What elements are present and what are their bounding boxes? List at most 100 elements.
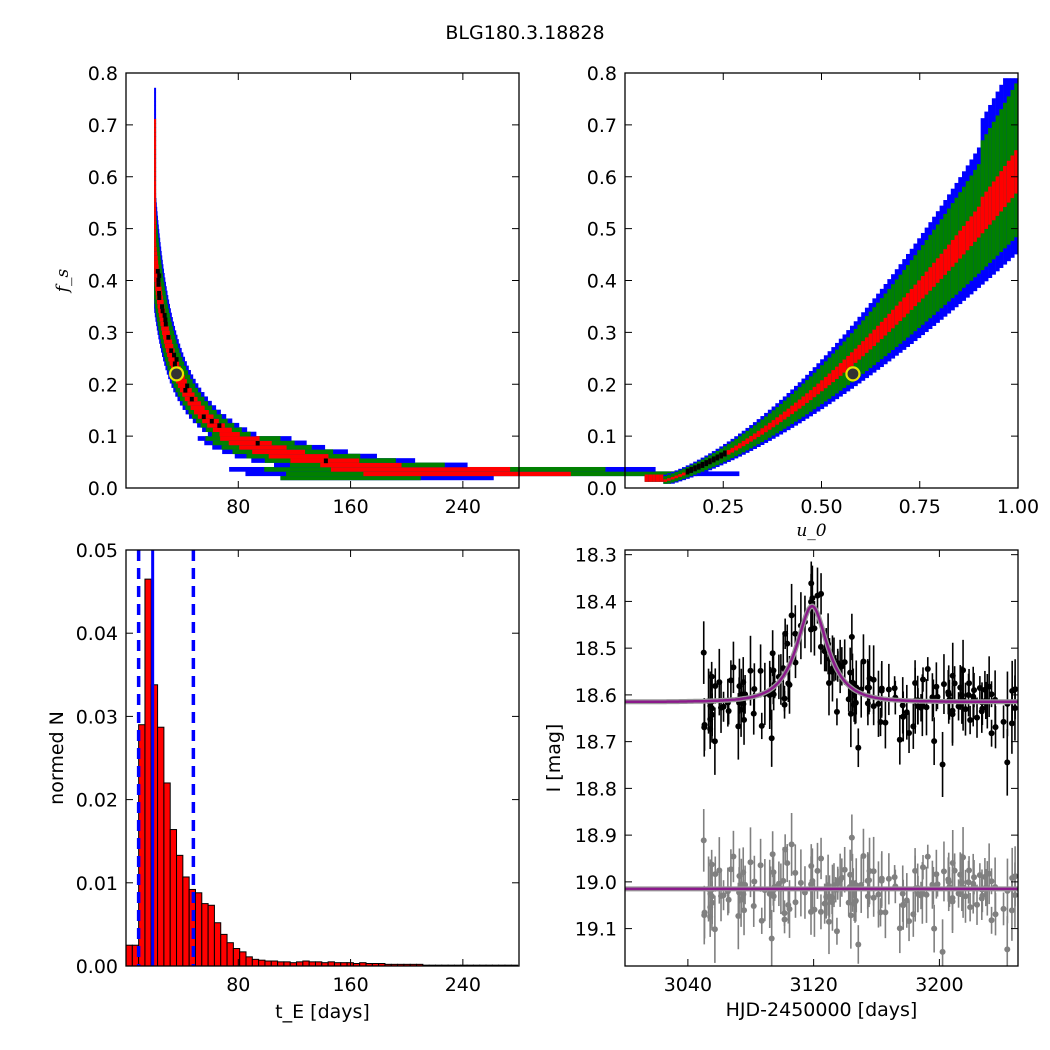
histogram-bar	[201, 903, 209, 967]
residual-point	[797, 879, 804, 886]
band-cell	[154, 149, 157, 155]
y-tick-label: 18.7	[575, 732, 617, 754]
band-cell	[158, 312, 167, 318]
band-cell	[155, 286, 162, 291]
band-cell	[816, 383, 821, 395]
histogram-bar	[239, 951, 247, 967]
data-point	[962, 706, 969, 713]
residual-point	[875, 891, 882, 898]
band-cell	[154, 237, 159, 243]
band-cell	[175, 378, 187, 384]
peak-cell	[189, 396, 194, 402]
band-cell	[932, 262, 937, 287]
peak-cell	[156, 281, 161, 287]
plot-area	[126, 73, 519, 488]
band-cell	[154, 184, 157, 190]
peak-cell	[217, 422, 222, 428]
band-cell	[988, 186, 993, 225]
band-cell	[177, 383, 190, 388]
data-point	[970, 693, 977, 700]
band-cell	[879, 321, 884, 340]
peak-cell	[209, 418, 214, 424]
x-axis-label: t_E [days]	[275, 1001, 370, 1023]
data-point	[866, 675, 873, 682]
band-cell	[1014, 150, 1018, 194]
data-point	[758, 722, 765, 729]
residual-point	[1004, 946, 1011, 953]
y-tick-label: 18.9	[575, 825, 617, 847]
data-point	[1011, 705, 1018, 712]
y-tick-label: 18.4	[575, 591, 617, 613]
band-cell	[162, 330, 170, 336]
band-cell	[939, 253, 944, 279]
histogram-bar	[245, 956, 253, 967]
band-cell	[168, 356, 178, 362]
band-cell	[917, 280, 922, 303]
peak-cell	[163, 321, 168, 327]
band-cell	[954, 235, 959, 263]
y-tick-label: 0.3	[587, 322, 617, 344]
y-tick-label: 0.0	[88, 478, 118, 500]
band-cell	[674, 475, 679, 479]
band-cell	[876, 325, 881, 343]
band-cell	[920, 276, 925, 299]
residual-point	[955, 890, 962, 897]
band-cell	[771, 420, 776, 428]
band-cell	[154, 145, 157, 150]
histogram-bar	[157, 726, 165, 967]
data-point	[788, 612, 795, 619]
band-cell	[928, 267, 933, 291]
peak-cell	[685, 468, 690, 475]
band-cell	[827, 373, 832, 386]
band-cell	[194, 409, 209, 415]
band-cell	[737, 443, 743, 449]
data-point	[725, 707, 732, 714]
band-cell	[681, 472, 687, 476]
peak-cell	[704, 460, 709, 467]
y-tick-label: 0.4	[587, 271, 617, 293]
band-cell	[950, 239, 955, 267]
peak-cell	[689, 466, 694, 473]
band-cell	[154, 250, 158, 256]
data-point	[929, 694, 936, 701]
histogram-bar	[213, 922, 222, 967]
y-tick-label: 0.6	[88, 167, 118, 189]
data-point	[1004, 759, 1011, 766]
residual-point	[841, 866, 848, 873]
band-cell	[239, 444, 287, 450]
band-cell	[991, 181, 996, 221]
residual-point	[988, 917, 995, 924]
y-tick-label: 19.0	[575, 872, 617, 894]
band-cell	[726, 450, 731, 455]
band-cell	[154, 242, 160, 247]
peak-cell	[163, 317, 168, 323]
data-point	[707, 702, 714, 709]
residual-point	[929, 881, 936, 888]
histogram-bar	[226, 942, 234, 967]
data-point	[849, 679, 856, 686]
residual-point	[988, 878, 995, 885]
y-tick-label: 0.0	[587, 478, 617, 500]
panel-te-histogram: 0.00 0.01 0.02 0.03 0.04 0.05 80 160 240 normed N…	[46, 540, 520, 1023]
band-cell	[655, 474, 660, 482]
band-cell	[973, 211, 978, 242]
band-cell	[670, 476, 675, 480]
band-cell	[154, 109, 157, 115]
band-cell	[861, 341, 866, 357]
band-cell	[846, 355, 851, 370]
y-tick-label: 0.7	[88, 115, 118, 137]
residual-point	[877, 909, 884, 916]
band-cell	[154, 220, 157, 225]
data-point	[978, 708, 985, 715]
residual-point	[700, 837, 707, 844]
panel-fs-vs-u0: 0.0 0.1 0.2 0.3 0.4 0.5 0.6 0.7 0.8 0.25 0.50 0.75 1…	[587, 63, 1039, 541]
y-tick-label: 0.7	[587, 115, 617, 137]
residual-point	[976, 872, 983, 879]
peak-cell	[715, 454, 720, 461]
y-tick-label: 0.8	[88, 63, 118, 85]
band-cell	[745, 438, 750, 444]
band-cell	[154, 105, 157, 111]
residual-point	[849, 879, 856, 886]
data-point	[1000, 718, 1007, 725]
data-point	[841, 659, 848, 666]
